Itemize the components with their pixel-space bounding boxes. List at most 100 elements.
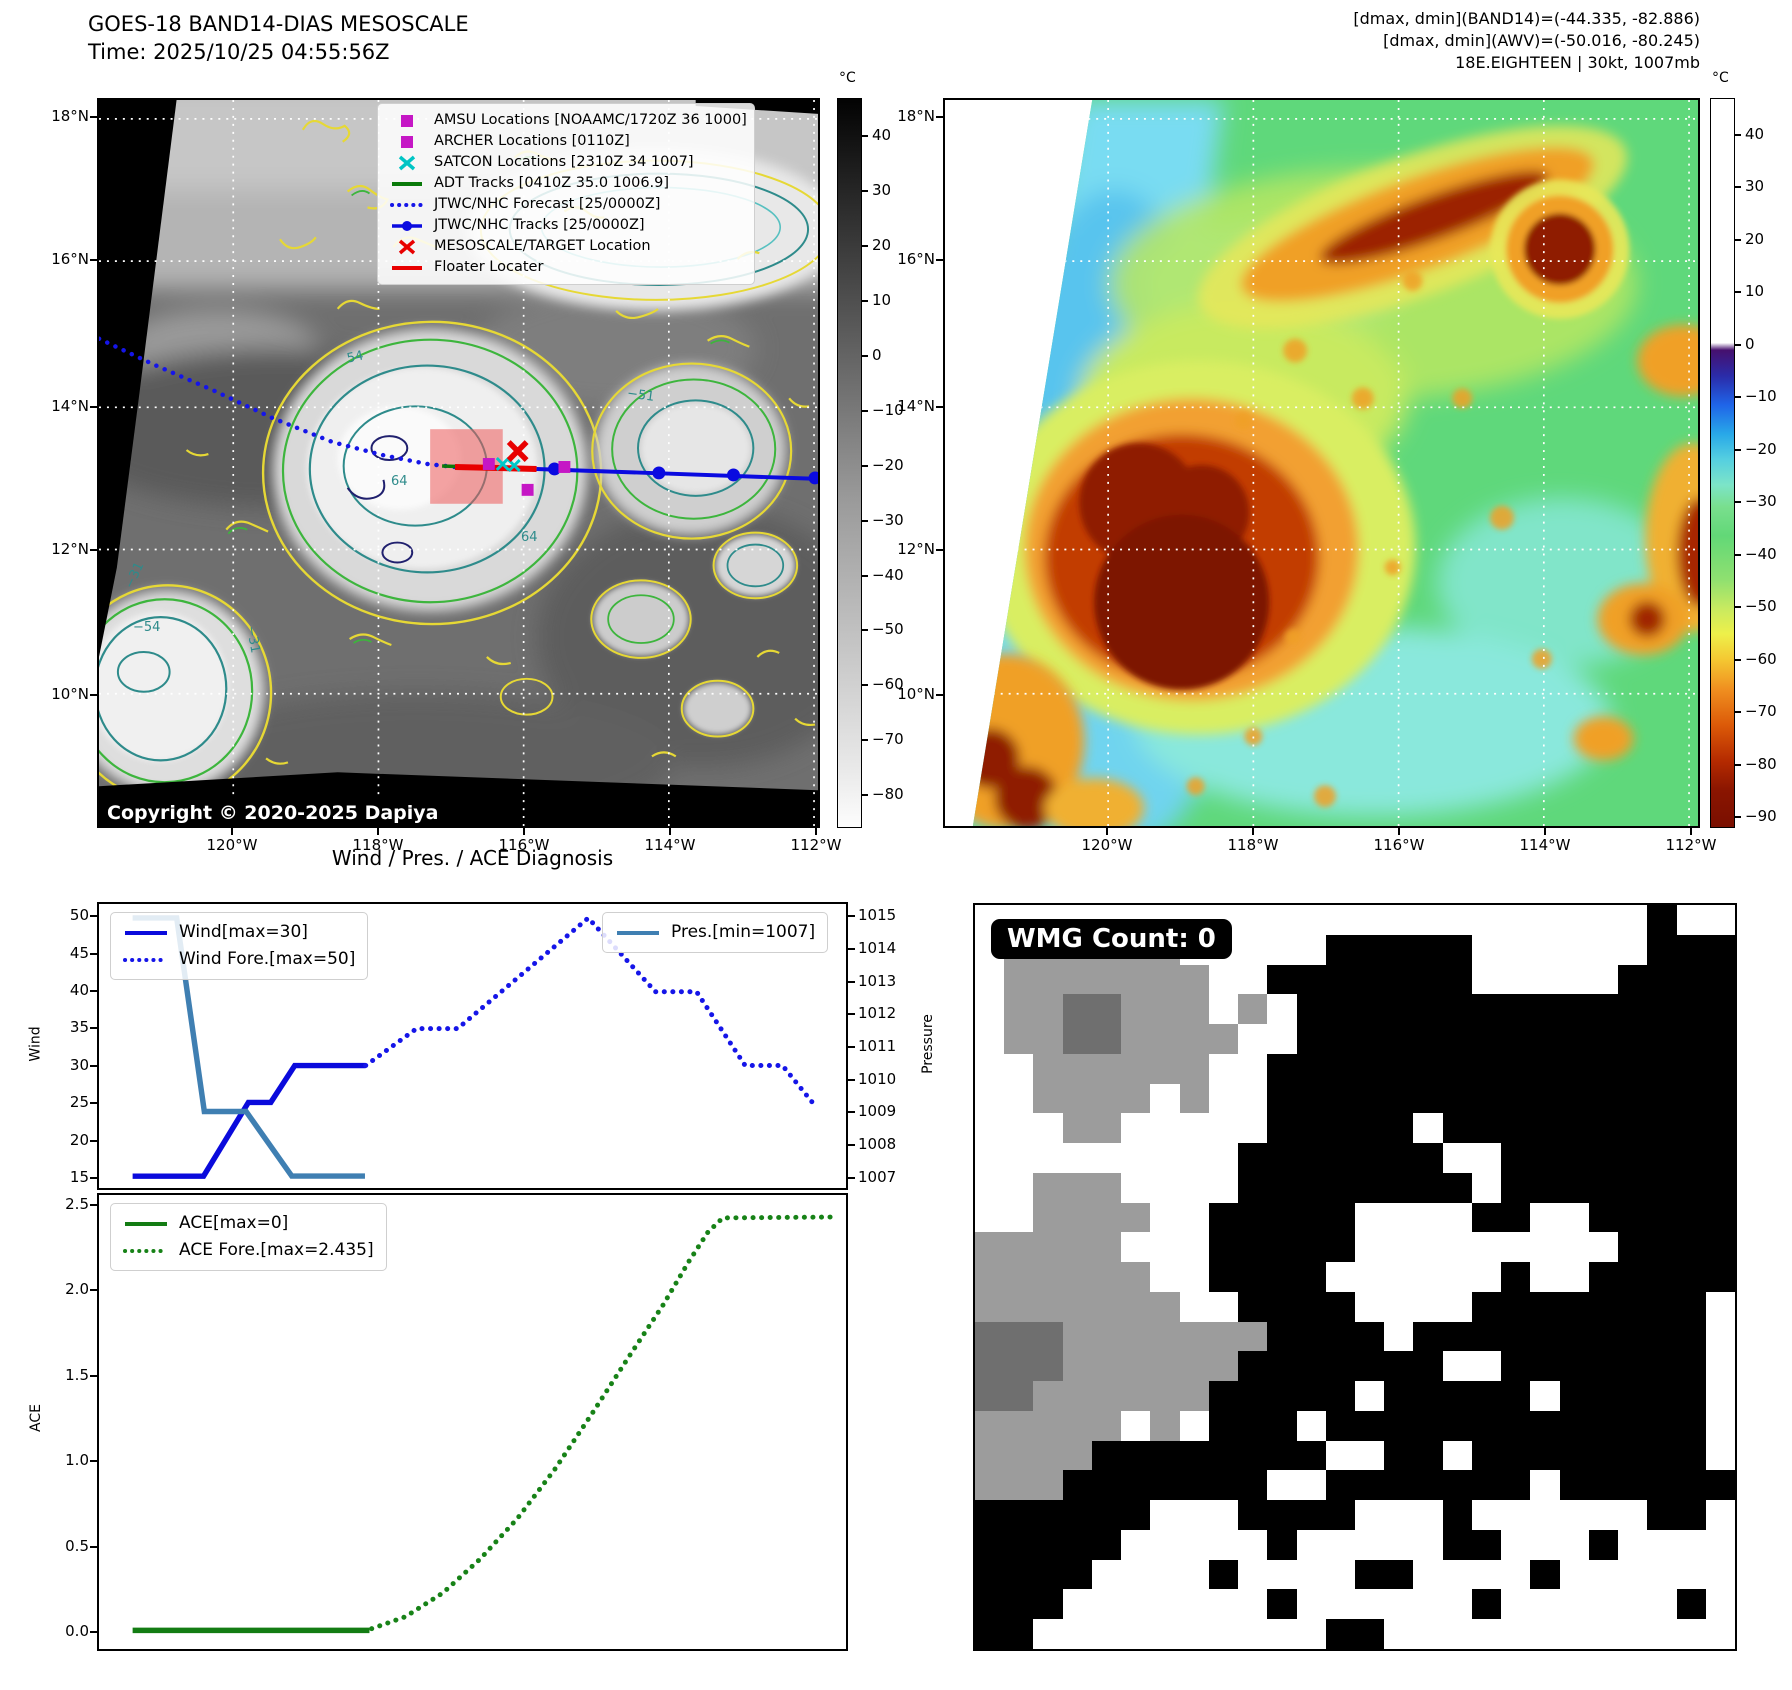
wmg-cell xyxy=(1033,1500,1063,1530)
wmg-cell xyxy=(1062,1500,1092,1530)
wmg-cell xyxy=(1530,1529,1560,1560)
wmg-cell xyxy=(1501,1262,1531,1292)
wmg-cell xyxy=(1325,1440,1355,1471)
tick-mark xyxy=(1106,828,1108,835)
wmg-cell xyxy=(1121,1143,1151,1173)
wmg-cell xyxy=(1647,1113,1677,1144)
tick-mark xyxy=(848,1176,855,1179)
wmg-cell xyxy=(1442,1172,1472,1203)
tick-mark xyxy=(90,1631,97,1634)
wmg-cell xyxy=(1471,994,1502,1025)
wmg-cell xyxy=(1208,1172,1239,1203)
wmg-cell xyxy=(1501,1232,1531,1263)
wmg-cell xyxy=(1150,1262,1180,1292)
colorbar-tick-label: −40 xyxy=(872,565,904,584)
wmg-cell xyxy=(1062,1619,1092,1649)
floater-locater-line xyxy=(454,463,537,472)
wmg-cell xyxy=(1676,1321,1706,1352)
wmg-cell xyxy=(1091,1321,1122,1352)
legend-item-label: Wind[max=30] xyxy=(179,922,308,942)
tick-mark xyxy=(1252,828,1254,835)
wmg-cell xyxy=(1530,905,1560,935)
tick-mark xyxy=(936,694,943,696)
lon-tick-label: 118°W xyxy=(1227,836,1279,854)
wmg-cell xyxy=(1004,994,1034,1025)
wmg-cell xyxy=(1559,1440,1589,1471)
legend-item-label: AMSU Locations [NOAAMC/1720Z 36 1000] xyxy=(434,112,747,128)
wmg-cell xyxy=(1062,1053,1092,1084)
wmg-cell xyxy=(1471,1351,1502,1382)
wmg-cell xyxy=(1705,1351,1735,1382)
band14-map: 54 64 64 −54 −31 −31 −51 AMSU Locations … xyxy=(97,98,820,828)
wmg-cell xyxy=(1647,1024,1677,1054)
storm-id-intensity: 18E.EIGHTEEN | 30kt, 1007mb xyxy=(1455,53,1700,72)
wmg-cell xyxy=(1150,1321,1180,1352)
wmg-cell xyxy=(1150,1500,1180,1530)
wmg-cell xyxy=(1442,1083,1472,1114)
wmg-cell xyxy=(1208,1321,1239,1352)
pressure-tick-label: 1007 xyxy=(858,1167,897,1186)
tick-mark xyxy=(936,406,943,408)
wmg-cell xyxy=(1471,1619,1502,1649)
x-legend-marker xyxy=(398,239,416,254)
wmg-cell xyxy=(1208,1500,1239,1530)
wmg-cell xyxy=(1588,1172,1619,1203)
wmg-cell xyxy=(975,1232,1005,1263)
wmg-cell xyxy=(1588,1589,1619,1620)
wmg-cell xyxy=(1208,1202,1239,1233)
wmg-cell xyxy=(1296,1470,1326,1501)
wmg-cell xyxy=(1676,1143,1706,1173)
wmg-cell xyxy=(1355,1202,1385,1233)
wmg-cell xyxy=(1238,1529,1268,1560)
wmg-cell xyxy=(1179,1351,1209,1382)
wmg-cell xyxy=(1384,1202,1414,1233)
wmg-cell xyxy=(1238,905,1268,935)
wmg-cell xyxy=(1296,1589,1326,1620)
wmg-cell xyxy=(1705,1083,1735,1114)
wmg-cell xyxy=(1471,1381,1502,1411)
wmg-cell xyxy=(1062,1172,1092,1203)
tick-mark xyxy=(1735,186,1741,189)
wmg-cell xyxy=(1033,1262,1063,1292)
wmg-cell xyxy=(1618,1143,1648,1173)
wmg-cell xyxy=(1238,1351,1268,1382)
wmg-cell xyxy=(1618,1262,1648,1292)
wmg-cell xyxy=(1442,1381,1472,1411)
wmg-cell xyxy=(1296,1440,1326,1471)
legend-item: Wind[max=30] xyxy=(123,919,355,946)
tick-mark xyxy=(862,519,868,522)
tick-mark xyxy=(90,990,97,993)
wmg-cell xyxy=(1325,934,1355,965)
wmg-cell xyxy=(975,1559,1005,1590)
wmg-cell xyxy=(1501,1143,1531,1173)
wmg-cell xyxy=(1384,1083,1414,1114)
wmg-cell xyxy=(975,1321,1005,1352)
wmg-cell xyxy=(1588,1083,1619,1114)
wmg-cell xyxy=(1647,1143,1677,1173)
wmg-cell xyxy=(1121,1202,1151,1233)
awv-header-dmax-awv: [dmax, dmin](AWV)=(-50.016, -80.245) xyxy=(1383,31,1700,50)
colorbar-tick-label: 0 xyxy=(872,345,882,364)
wmg-cell xyxy=(1238,1559,1268,1590)
wmg-cell xyxy=(1355,994,1385,1025)
wmg-cell xyxy=(1091,1381,1122,1411)
wmg-cell xyxy=(975,1410,1005,1441)
pressure-tick-label: 1008 xyxy=(858,1135,897,1154)
wmg-cell xyxy=(1705,1619,1735,1649)
wmg-cell xyxy=(1384,1470,1414,1501)
wmg-cell xyxy=(1033,1410,1063,1441)
wmg-cell xyxy=(1530,1143,1560,1173)
wmg-cell xyxy=(1121,1083,1151,1114)
tick-mark xyxy=(848,1013,855,1016)
wmg-cell xyxy=(1471,1083,1502,1114)
wmg-cell xyxy=(1618,934,1648,965)
wmg-cell xyxy=(1033,1351,1063,1382)
wmg-cell xyxy=(1442,1024,1472,1054)
tick-mark xyxy=(862,300,868,303)
wmg-cell xyxy=(1355,964,1385,995)
wmg-cell xyxy=(1004,964,1034,995)
wmg-cell xyxy=(1208,1113,1239,1144)
wmg-cell xyxy=(1413,1172,1443,1203)
wmg-cell xyxy=(1208,1410,1239,1441)
